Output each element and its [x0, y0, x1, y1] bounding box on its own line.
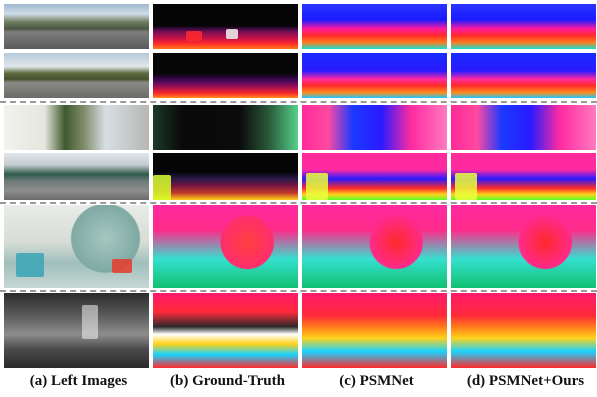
psmnet-ours-row1 [451, 4, 596, 49]
row-separator [0, 290, 597, 292]
psmnet-row2 [302, 53, 447, 98]
psmnet-row5 [302, 205, 447, 288]
ground-truth-row1 [153, 4, 298, 49]
prediction-object-blob [455, 173, 477, 200]
photo-object-blob [82, 305, 98, 339]
ground-truth-row5 [153, 205, 298, 288]
left-image-row2 [4, 53, 149, 98]
photo-object-blob [112, 259, 132, 273]
caption-psmnet: (c) PSMNet [339, 373, 414, 389]
psmnet-row6 [302, 293, 447, 368]
ground-truth-row2 [153, 53, 298, 98]
psmnet-ours-row5 [451, 205, 596, 288]
gt-object-blob [153, 175, 171, 200]
left-image-row4 [4, 153, 149, 200]
psmnet-ours-row6 [451, 293, 596, 368]
gt-object-blob [186, 31, 202, 41]
caption-left-images: (a) Left Images [29, 373, 128, 389]
prediction-object-blob [306, 173, 328, 200]
psmnet-ours-row2 [451, 53, 596, 98]
row-separator [0, 101, 597, 103]
left-image-row3 [4, 105, 149, 150]
psmnet-row1 [302, 4, 447, 49]
left-image-row1 [4, 4, 149, 49]
psmnet-ours-row3 [451, 105, 596, 150]
caption-psmnet-ours: (d) PSMNet+Ours [466, 373, 585, 389]
gt-object-blob [226, 29, 238, 39]
left-image-row6 [4, 293, 149, 368]
ground-truth-row6 [153, 293, 298, 368]
ground-truth-row3 [153, 105, 298, 150]
ground-truth-row4 [153, 153, 298, 200]
left-image-row5 [4, 205, 149, 288]
psmnet-row3 [302, 105, 447, 150]
psmnet-row4 [302, 153, 447, 200]
psmnet-ours-row4 [451, 153, 596, 200]
photo-object-blob [16, 253, 44, 277]
row-separator [0, 202, 597, 204]
caption-ground-truth: (b) Ground-Truth [170, 373, 285, 389]
